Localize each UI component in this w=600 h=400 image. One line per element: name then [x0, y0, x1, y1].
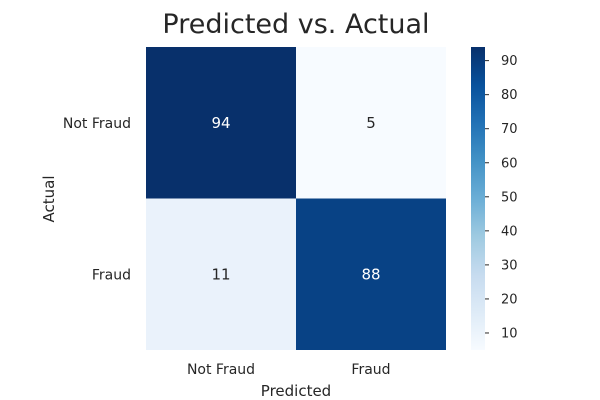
x-tick-label: Not Fraud: [187, 362, 255, 378]
heatmap-cell: [146, 198, 296, 350]
cell-value-label: 11: [211, 265, 230, 283]
cell-value-label: 88: [361, 265, 380, 283]
colorbar-ticks: 10 20 30 40 50 60 70 80 90: [485, 54, 518, 341]
colorbar-tick-label: 90: [501, 54, 518, 69]
x-tick-labels: Not Fraud Fraud: [187, 362, 391, 378]
colorbar-tick-label: 20: [501, 292, 518, 307]
y-tick-label: Fraud: [92, 267, 131, 283]
heatmap-cell: [146, 47, 296, 199]
x-axis-label: Predicted: [261, 382, 331, 400]
cell-value-label: 94: [211, 114, 230, 132]
y-axis-label: Actual: [40, 176, 58, 223]
chart-title: Predicted vs. Actual: [162, 9, 429, 40]
colorbar-gradient: [471, 47, 485, 350]
colorbar-tick-label: 40: [501, 224, 518, 239]
colorbar-tick-label: 50: [501, 190, 518, 205]
colorbar-tick-label: 70: [501, 122, 518, 137]
y-tick-label: Not Fraud: [63, 116, 131, 132]
heatmap-cell: [296, 198, 446, 350]
colorbar-tick-label: 30: [501, 258, 518, 273]
colorbar: 10 20 30 40 50 60 70 80 90: [471, 47, 518, 350]
heatmap-cell: [296, 47, 446, 199]
y-tick-labels: Not Fraud Fraud: [63, 116, 131, 284]
colorbar-tick-label: 60: [501, 156, 518, 171]
x-tick-label: Fraud: [351, 362, 390, 378]
colorbar-tick-label: 80: [501, 88, 518, 103]
heatmap-cells: 94 5 11 88: [146, 47, 446, 350]
cell-value-label: 5: [366, 114, 376, 132]
colorbar-tick-label: 10: [501, 326, 518, 341]
